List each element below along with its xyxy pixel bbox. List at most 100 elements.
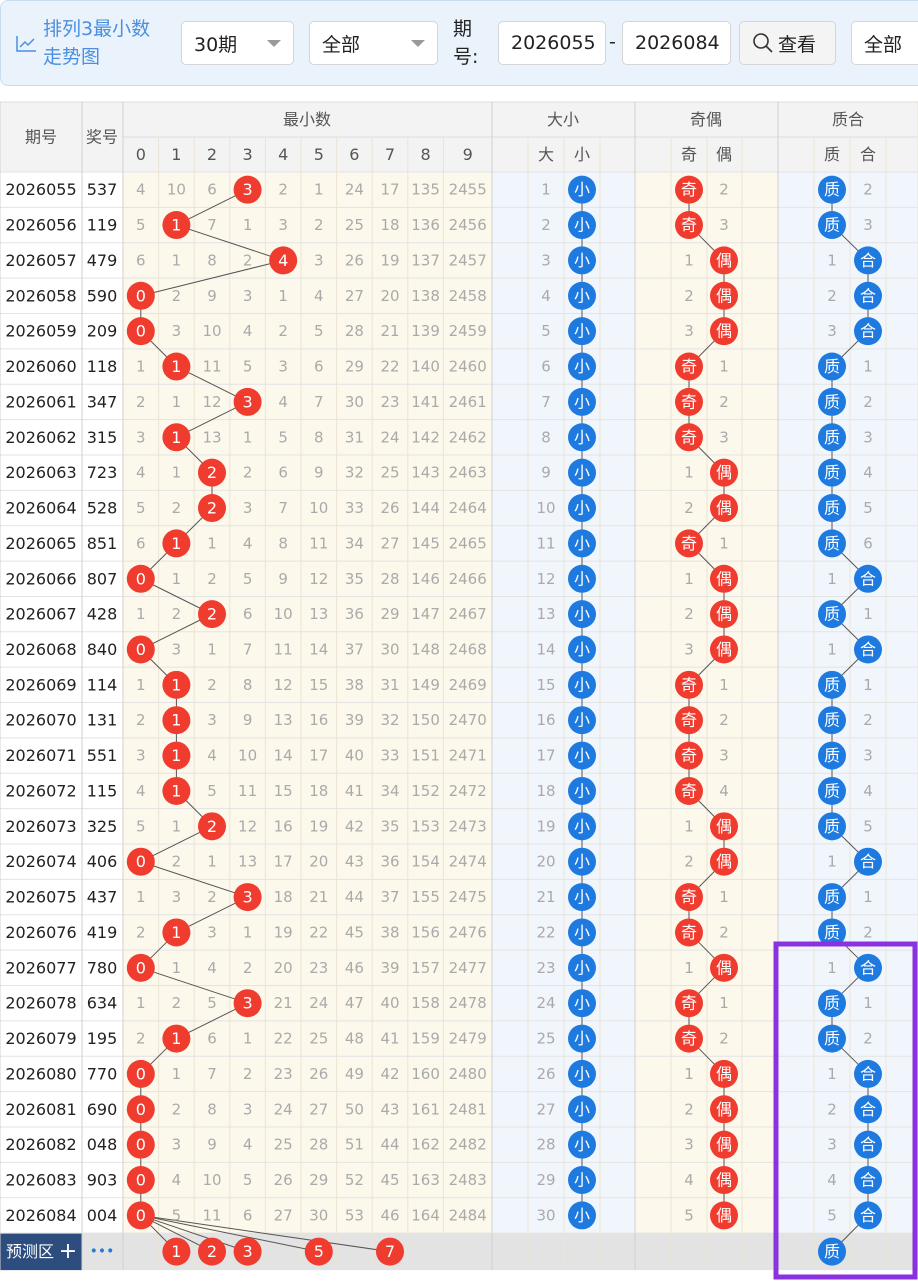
miss-count: 1 — [719, 534, 729, 552]
period-cell: 2026076 — [5, 923, 76, 942]
miss-count: 3 — [243, 499, 253, 517]
hit-marker — [818, 600, 846, 629]
period-cell: 2026059 — [5, 322, 76, 341]
hit-text: 5 — [314, 1242, 324, 1261]
miss-count: 2470 — [449, 711, 487, 729]
miss-count: 4 — [207, 959, 217, 977]
miss-count: 23 — [309, 959, 328, 977]
miss-count: 22 — [274, 1030, 293, 1048]
miss-count: 32 — [345, 464, 364, 482]
miss-count: 1 — [684, 464, 694, 482]
hit-marker — [376, 1237, 404, 1266]
miss-count: 4 — [314, 287, 324, 305]
hit-text: 奇 — [681, 923, 697, 942]
miss-count: 139 — [411, 322, 440, 340]
miss-count: 3 — [243, 1100, 253, 1118]
miss-count: 2466 — [449, 570, 487, 588]
hit-text: 合 — [860, 1100, 876, 1119]
miss-count: 27 — [536, 1100, 555, 1118]
miss-count: 2464 — [449, 499, 487, 517]
miss-count: 19 — [309, 817, 328, 835]
miss-count: 2460 — [449, 358, 487, 376]
hit-text: 小 — [574, 852, 590, 871]
select-text: 全部 — [322, 33, 361, 56]
hit-text: 小 — [574, 1100, 590, 1119]
miss-count: 7 — [207, 216, 217, 234]
hit-marker — [710, 1095, 738, 1124]
hit-marker — [162, 706, 191, 735]
miss-count: 37 — [380, 888, 399, 906]
hit-text: 质 — [824, 463, 840, 482]
miss-count: 155 — [411, 888, 440, 906]
forecast-more[interactable]: ••• — [90, 1244, 115, 1260]
miss-count: 3 — [278, 358, 288, 376]
miss-count: 1 — [684, 959, 694, 977]
hit-marker — [854, 1095, 882, 1124]
miss-count: 30 — [536, 1206, 555, 1224]
miss-count: 20 — [274, 959, 293, 977]
to-input[interactable]: 2026084 — [622, 21, 731, 65]
miss-count: 2 — [684, 499, 694, 517]
miss-count: 5 — [863, 499, 873, 517]
hit-text: 小 — [574, 251, 590, 270]
from-input[interactable]: 2026055 — [498, 21, 606, 65]
period-cell: 2026073 — [5, 817, 76, 836]
hit-marker — [675, 776, 703, 805]
miss-count: 45 — [345, 923, 364, 941]
hit-text: 质 — [824, 817, 840, 836]
miss-count: 149 — [411, 676, 440, 694]
miss-count: 2 — [243, 959, 253, 977]
miss-count: 1 — [172, 464, 182, 482]
hit-text: 质 — [824, 994, 840, 1013]
miss-count: 31 — [345, 428, 364, 446]
miss-count: 16 — [536, 711, 555, 729]
hit-text: 小 — [574, 605, 590, 624]
period-cell: 2026077 — [5, 958, 76, 977]
miss-count: 2484 — [449, 1206, 487, 1224]
miss-count: 34 — [380, 782, 399, 800]
hit-text: 合 — [860, 286, 876, 305]
hit-marker — [568, 281, 596, 310]
miss-count: 30 — [380, 640, 399, 658]
miss-count: 5 — [278, 428, 288, 446]
forecast-label: 预测区 — [6, 1242, 54, 1261]
filter2-select[interactable]: 全部 — [851, 21, 918, 65]
cells: 期号 奖号最小数 大小 奇偶 质合0 1 2 3 4 5 6 7 8 9 大小奇偶质合2026055 537 4… — [5, 110, 882, 1266]
forecast-add[interactable]: + — [59, 1239, 77, 1264]
hit-marker — [568, 1095, 596, 1124]
period-cell: 2026058 — [5, 286, 76, 305]
miss-count: 6 — [207, 1030, 217, 1048]
miss-count: 13 — [309, 605, 328, 623]
miss-count: 145 — [411, 534, 440, 552]
miss-count: 10 — [536, 499, 555, 517]
miss-count: 2 — [207, 676, 217, 694]
hit-marker — [675, 706, 703, 735]
hit-marker — [675, 670, 703, 699]
period-cell: 2026079 — [5, 1029, 76, 1048]
miss-count: 8 — [207, 1100, 217, 1118]
miss-count: 2478 — [449, 994, 487, 1012]
hit-marker — [162, 1237, 191, 1266]
digit-header: 6 — [349, 145, 359, 164]
hit-marker — [568, 317, 596, 346]
number-cell: 690 — [87, 1100, 118, 1119]
miss-count: 164 — [411, 1206, 440, 1224]
hit-text: 偶 — [716, 1206, 732, 1225]
miss-count: 9 — [207, 1136, 217, 1154]
hit-marker — [675, 529, 703, 558]
view-button[interactable]: 查看 — [739, 21, 836, 65]
miss-count: 22 — [380, 358, 399, 376]
miss-count: 1 — [243, 1030, 253, 1048]
hit-text: 3 — [243, 392, 253, 411]
filter-select[interactable]: 全部 — [309, 21, 438, 65]
period-select[interactable]: 30期 — [181, 21, 294, 65]
miss-count: 24 — [345, 181, 364, 199]
number-cell: 437 — [87, 888, 118, 907]
period-cell: 2026062 — [5, 428, 76, 447]
hit-text: 质 — [824, 392, 840, 411]
digit-header: 9 — [463, 145, 473, 164]
miss-count: 152 — [411, 782, 440, 800]
hit-text: 合 — [860, 958, 876, 977]
miss-count: 26 — [345, 251, 364, 269]
number-cell: 851 — [87, 534, 118, 553]
